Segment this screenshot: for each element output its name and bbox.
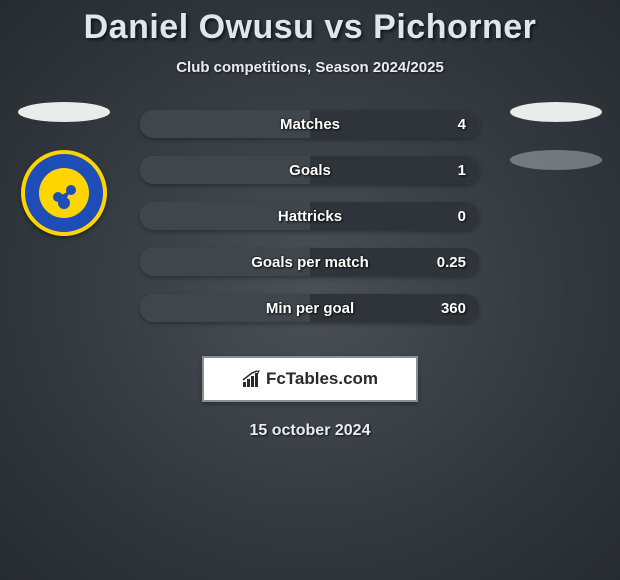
chart-icon <box>242 370 262 388</box>
page-title: Daniel Owusu vs Pichorner <box>0 0 620 47</box>
stat-value: 360 <box>441 300 466 317</box>
club-badge-left <box>21 150 107 236</box>
stat-bars: Matches4Goals1Hattricks0Goals per match0… <box>140 110 480 340</box>
stat-value: 4 <box>458 116 466 133</box>
stat-label: Hattricks <box>140 208 480 225</box>
stat-row: Min per goal360 <box>140 294 480 322</box>
stat-value: 1 <box>458 162 466 179</box>
right-player-column <box>506 102 606 198</box>
date-text: 15 october 2024 <box>0 422 620 440</box>
subtitle: Club competitions, Season 2024/2025 <box>0 59 620 76</box>
right-placeholder-1 <box>510 102 602 122</box>
stat-value: 0.25 <box>437 254 466 271</box>
stat-label: Goals <box>140 162 480 179</box>
stat-row: Goals per match0.25 <box>140 248 480 276</box>
logo-label: FcTables.com <box>266 369 378 389</box>
stat-row: Hattricks0 <box>140 202 480 230</box>
left-placeholder-1 <box>18 102 110 122</box>
stat-value: 0 <box>458 208 466 225</box>
stat-row: Matches4 <box>140 110 480 138</box>
stat-label: Matches <box>140 116 480 133</box>
fctables-logo[interactable]: FcTables.com <box>202 356 418 402</box>
stat-label: Goals per match <box>140 254 480 271</box>
comparison-content: Matches4Goals1Hattricks0Goals per match0… <box>0 110 620 340</box>
right-placeholder-2 <box>510 150 602 170</box>
stat-label: Min per goal <box>140 300 480 317</box>
logo-text: FcTables.com <box>242 369 378 389</box>
left-player-column <box>14 102 114 236</box>
club-badge-inner-icon <box>39 168 89 218</box>
stat-row: Goals1 <box>140 156 480 184</box>
